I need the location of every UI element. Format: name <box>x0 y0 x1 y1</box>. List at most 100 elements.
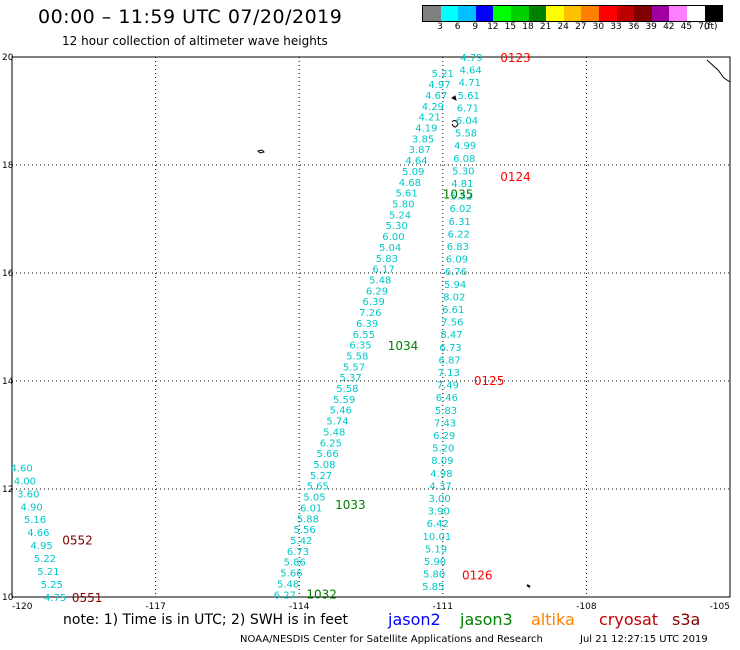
credit-text: NOAA/NESDIS Center for Satellite Applica… <box>240 634 543 645</box>
wave-height-label: 5.90 <box>424 557 446 568</box>
wave-height-label: 6.39 <box>356 319 378 330</box>
wave-height-label: 6.04 <box>456 116 478 127</box>
legend-swatch <box>704 6 723 21</box>
wave-height-label: 7.13 <box>438 368 460 379</box>
wave-height-label: 5.25 <box>41 580 63 591</box>
wave-height-label: 6.61 <box>442 305 464 316</box>
legend-label: 33 <box>610 22 622 32</box>
wave-height-label: 4.79 <box>460 53 482 64</box>
wave-height-label: 5.56 <box>293 525 315 536</box>
x-tick-label: -108 <box>576 602 597 612</box>
wave-height-label: 6.35 <box>349 341 371 352</box>
island-icon <box>451 95 457 101</box>
wave-height-label: 5.21 <box>432 69 454 80</box>
wave-height-label: 4.95 <box>31 541 53 552</box>
wave-height-label: 5.59 <box>333 395 355 406</box>
satellite-legend-item: s3a <box>672 610 701 629</box>
island-icon <box>257 149 265 154</box>
wave-height-label: 5.48 <box>277 579 299 590</box>
wave-height-label: 5.42 <box>290 536 312 547</box>
legend-label: 9 <box>472 22 479 32</box>
wave-height-label: 3.85 <box>412 134 434 145</box>
wave-height-label: 6.42 <box>427 519 449 530</box>
pass-time-label: 0551 <box>72 591 103 605</box>
wave-height-label: 5.66 <box>316 449 338 460</box>
wave-height-label: 6.25 <box>320 438 342 449</box>
map-grid: -120 -117 -114 -111 -108 -105 20 18 16 14 12 10 <box>2 53 731 612</box>
wave-height-label: 4.71 <box>459 78 481 89</box>
wave-height-label: 3.00 <box>428 494 450 505</box>
wave-height-label: 3.87 <box>409 145 431 156</box>
pass-time-label: 0124 <box>500 170 531 184</box>
wave-height-label: 5.20 <box>432 444 454 455</box>
wave-height-label: 5.58 <box>336 384 358 395</box>
legend-swatch <box>440 6 459 21</box>
wave-height-label: 6.39 <box>363 297 385 308</box>
wave-height-label: 6.83 <box>447 242 469 253</box>
wave-height-label: 5.16 <box>24 515 46 526</box>
pass-time-label: 1034 <box>388 339 419 353</box>
wave-height-label: 5.80 <box>392 199 414 210</box>
wave-labels: 4.60 4.00 3.60 4.90 5.16 4.66 4.95 5.22 5.21 5.25… <box>10 51 530 605</box>
legend-label: 15 <box>504 22 517 32</box>
pass-time-label: 0125 <box>474 374 505 388</box>
wave-height-label: 4.97 <box>428 80 450 91</box>
wave-height-label: 6.46 <box>436 393 458 404</box>
satellite-legend-item: cryosat <box>599 610 659 629</box>
wave-height-label: 6.76 <box>445 267 467 278</box>
y-tick-label: 10 <box>2 593 14 603</box>
wave-height-label: 6.17 <box>372 265 394 276</box>
wave-height-label: 5.52 <box>450 192 472 203</box>
wave-height-label: 8.02 <box>443 292 465 303</box>
wave-height-label: 5.04 <box>379 243 401 254</box>
legend-swatch <box>475 6 494 21</box>
x-tick-label: -105 <box>710 602 730 612</box>
wave-height-label: 4.90 <box>20 502 42 513</box>
wave-height-label: 5.66 <box>280 569 302 580</box>
wave-height-label: 6.22 <box>448 229 470 240</box>
wave-height-label: 6.27 <box>274 590 296 601</box>
wave-height-label: 6.29 <box>366 286 388 297</box>
legend-swatch <box>581 6 599 21</box>
legend-swatch <box>634 6 652 21</box>
x-tick-label: -111 <box>433 602 453 612</box>
wave-height-label: 5.48 <box>369 275 391 286</box>
wave-height-label: 4.00 <box>14 476 36 487</box>
wave-height-label: 4.68 <box>399 178 421 189</box>
wave-height-label: 5.61 <box>395 189 417 200</box>
y-tick-label: 18 <box>2 161 14 171</box>
wave-height-label: 7.49 <box>437 381 459 392</box>
wave-height-label: 6.73 <box>287 547 309 558</box>
wave-height-label: 5.30 <box>452 166 474 177</box>
legend-label: 21 <box>539 22 552 32</box>
wave-height-label: 4.81 <box>451 179 473 190</box>
legend-swatch <box>598 6 617 21</box>
wave-height-label: 4.21 <box>419 113 441 124</box>
legend-swatch <box>546 6 564 21</box>
wave-height-label: 6.02 <box>449 204 471 215</box>
wave-height-label: 5.27 <box>310 471 332 482</box>
pass-time-label: 0552 <box>62 533 93 547</box>
wave-height-label: 6.01 <box>300 503 322 514</box>
wave-height-label: 5.05 <box>303 493 325 504</box>
wave-height-label: 5.57 <box>343 362 365 373</box>
wave-height-label: 6.31 <box>449 217 471 228</box>
wave-height-label: 5.85 <box>422 582 444 593</box>
wave-height-label: 4.98 <box>430 469 452 480</box>
wave-height-label: 6.08 <box>453 154 475 165</box>
wave-height-label: 4.99 <box>454 141 476 152</box>
wave-height-label: 6.00 <box>382 232 404 243</box>
wave-height-label: 8.47 <box>440 330 462 341</box>
satellite-legend-item: jason3 <box>460 610 513 629</box>
x-tick-label: -117 <box>145 602 165 612</box>
legend-label: 36 <box>627 22 640 32</box>
pass-time-label: 1033 <box>335 498 366 512</box>
page-subtitle: 12 hour collection of altimeter wave hei… <box>62 34 328 48</box>
wave-height-label: 5.22 <box>34 554 56 565</box>
wave-height-label: 5.21 <box>37 567 59 578</box>
page-title: 00:00 – 11:59 UTC 07/20/2019 <box>38 6 343 28</box>
map-frame <box>11 56 731 598</box>
legend-label: 6 <box>454 22 461 32</box>
